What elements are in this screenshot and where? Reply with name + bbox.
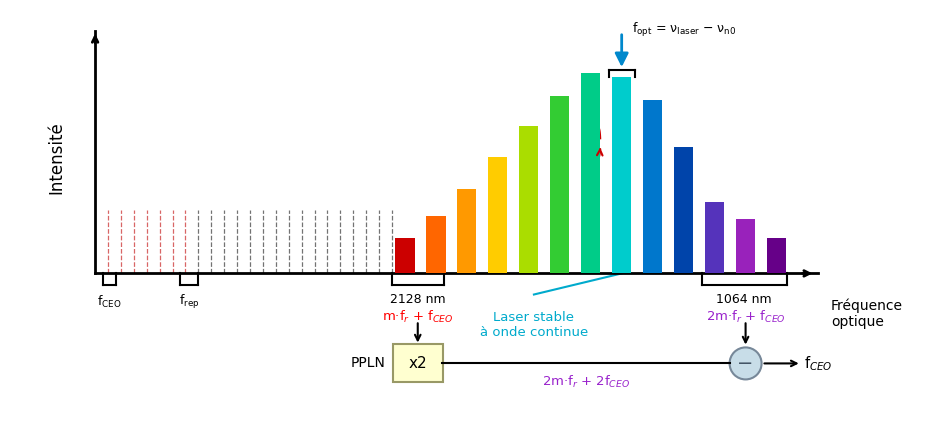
Bar	[396, 238, 415, 273]
FancyBboxPatch shape	[393, 344, 443, 382]
Bar	[550, 96, 570, 273]
Circle shape	[729, 348, 762, 379]
Text: f$_{\rm rep}$: f$_{\rm rep}$	[179, 293, 200, 311]
Bar	[426, 217, 445, 273]
Text: −: −	[737, 354, 754, 373]
Bar	[705, 202, 725, 273]
Bar	[457, 189, 476, 273]
Bar	[581, 73, 600, 273]
Text: 2m·f$_r$ + f$_{CEO}$: 2m·f$_r$ + f$_{CEO}$	[706, 308, 786, 325]
Bar	[674, 147, 693, 273]
Text: Laser stable
à onde continue: Laser stable à onde continue	[480, 311, 588, 340]
Bar	[519, 126, 538, 273]
Bar	[643, 101, 662, 273]
Text: 2128 nm: 2128 nm	[390, 293, 446, 306]
Text: Intensité: Intensité	[48, 121, 66, 194]
Bar	[767, 238, 786, 273]
Text: f$_{\rm CEO}$: f$_{\rm CEO}$	[97, 293, 122, 310]
Text: PPLN: PPLN	[351, 356, 386, 370]
Text: 2m·f$_r$ + 2f$_{CEO}$: 2m·f$_r$ + 2f$_{CEO}$	[541, 374, 630, 389]
Text: Fréquence
optique: Fréquence optique	[831, 299, 902, 329]
Text: f$_{CEO}$: f$_{CEO}$	[804, 354, 832, 373]
Text: 1064 nm: 1064 nm	[716, 293, 772, 306]
Bar	[488, 157, 508, 273]
Bar	[612, 77, 631, 273]
Text: x2: x2	[408, 356, 427, 371]
Bar	[736, 219, 755, 273]
Text: f$_{\rm opt}$ = ν$_{\rm laser}$ − ν$_{\rm n0}$: f$_{\rm opt}$ = ν$_{\rm laser}$ − ν$_{\r…	[632, 21, 736, 39]
Text: m·f$_r$ + f$_{CEO}$: m·f$_r$ + f$_{CEO}$	[382, 308, 454, 325]
